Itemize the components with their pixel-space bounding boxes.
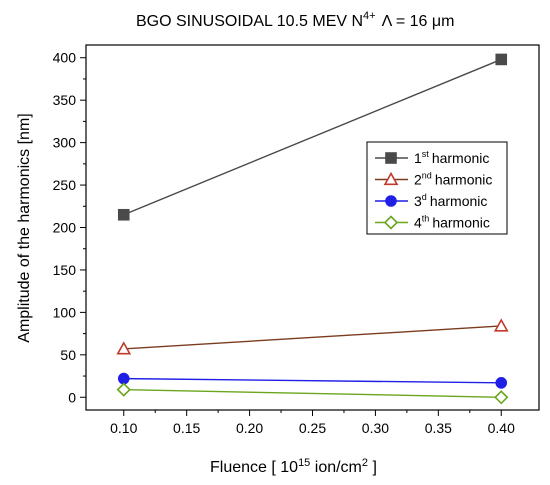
- x-tick-label: 0.35: [425, 420, 452, 436]
- chart-title-charge: 4+: [363, 10, 376, 22]
- legend-series-name: harmonic: [432, 215, 490, 231]
- legend-marker: [383, 215, 399, 230]
- legend-marker: [385, 152, 397, 164]
- chart-title: BGO SINUSOIDAL 10.5 MEV N4+ Λ = 16 μm: [136, 10, 454, 30]
- series-3: [117, 372, 508, 389]
- legend-ordinal-suffix: st: [422, 149, 430, 159]
- legend-series-name: harmonic: [430, 193, 488, 209]
- legend-item: 4th harmonic: [375, 214, 490, 231]
- x-axis-label: Fluence [ 1015 ion/cm2 ]: [210, 457, 377, 476]
- legend-item: 2nd harmonic: [375, 171, 492, 188]
- x-axis-label-exp: 15: [298, 457, 310, 469]
- legend-item: 3d harmonic: [375, 192, 487, 209]
- legend-item: 1st harmonic: [375, 149, 489, 166]
- y-tick-label: 400: [53, 50, 77, 66]
- data-point: [116, 382, 131, 397]
- x-axis-label-pre: Fluence [ 10: [210, 459, 298, 476]
- legend-label: 2nd harmonic: [414, 171, 492, 188]
- y-tick-label: 0: [68, 389, 76, 405]
- x-tick-label: 0.40: [488, 420, 515, 436]
- series-4: [116, 382, 509, 405]
- chart-title-lambda: Λ = 16 μm: [382, 13, 455, 30]
- series-layer: [116, 53, 509, 405]
- y-axis-label: Amplitude of the harmonics [nm]: [16, 113, 33, 342]
- y-tick-label: 250: [53, 177, 77, 193]
- series-2: [116, 318, 509, 355]
- y-tick-label: 300: [53, 135, 77, 151]
- legend-ordinal-suffix: nd: [422, 171, 432, 181]
- y-tick-label: 50: [60, 347, 76, 363]
- legend-label: 1st harmonic: [414, 149, 489, 166]
- data-point: [116, 341, 132, 355]
- series-line: [123, 58, 502, 216]
- data-point: [494, 390, 509, 405]
- legend-series-name: harmonic: [435, 172, 493, 188]
- x-tick-label: 0.30: [362, 420, 389, 436]
- legend-marker: [385, 195, 397, 207]
- x-tick-label: 0.15: [173, 420, 200, 436]
- series-line: [123, 325, 502, 350]
- x-axis-label-post: ion/cm: [310, 459, 362, 476]
- x-axis-label-end: ]: [368, 459, 377, 476]
- data-point: [117, 208, 130, 221]
- x-tick-label: 0.20: [236, 420, 263, 436]
- legend-series-name: harmonic: [432, 150, 490, 166]
- legend-ordinal-suffix: th: [422, 214, 430, 224]
- x-axis-label-exp2: 2: [362, 457, 368, 469]
- legend-ordinal: 4: [414, 215, 422, 231]
- series-1: [117, 53, 508, 221]
- chart-title-main: BGO SINUSOIDAL 10.5 MEV N: [136, 13, 363, 30]
- x-tick-label: 0.10: [110, 420, 137, 436]
- y-tick-label: 200: [53, 220, 77, 236]
- legend-ordinal: 1: [414, 150, 422, 166]
- data-point: [493, 318, 509, 332]
- series-line: [123, 388, 502, 398]
- data-point: [495, 377, 508, 389]
- series-line: [123, 377, 502, 384]
- y-tick-label: 350: [53, 92, 77, 108]
- x-tick-label: 0.25: [299, 420, 326, 436]
- legend-label: 3d harmonic: [414, 192, 487, 209]
- legend-ordinal-suffix: d: [422, 192, 427, 202]
- data-point: [117, 372, 130, 385]
- x-axis: 0.10 0.15 0.20 0.25 0.30 0.35 0.40: [110, 410, 515, 436]
- data-point: [495, 53, 508, 66]
- legend-marker: [383, 171, 399, 186]
- y-axis: 0 50 100 150 200 250 300 350 400: [53, 50, 86, 405]
- legend-ordinal: 2: [414, 172, 422, 188]
- legend-ordinal: 3: [414, 193, 422, 209]
- y-tick-label: 150: [53, 262, 77, 278]
- y-tick-label: 100: [53, 304, 77, 320]
- legend-label: 4th harmonic: [414, 214, 490, 231]
